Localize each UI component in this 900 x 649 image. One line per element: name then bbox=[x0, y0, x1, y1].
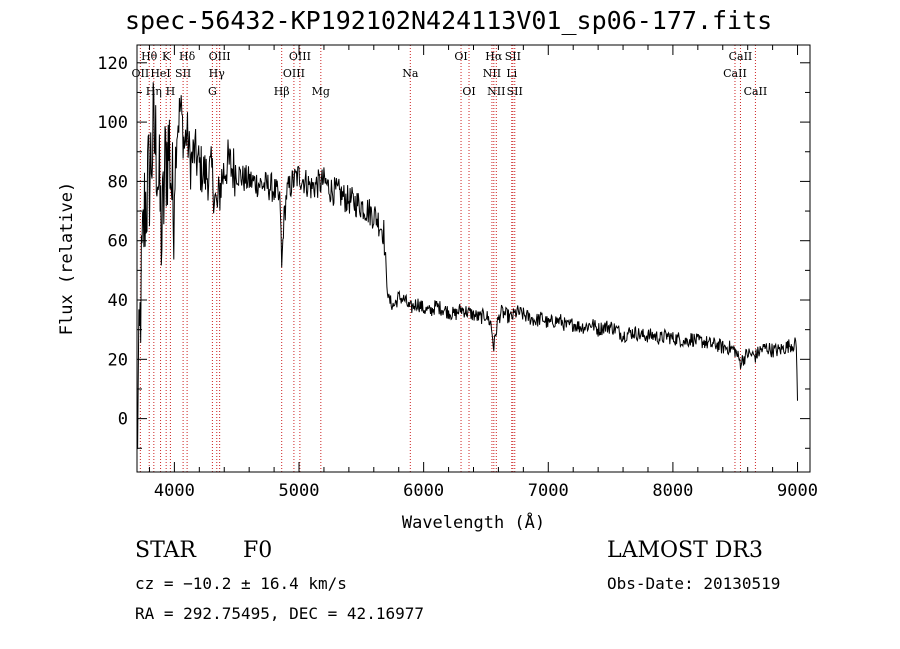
marker-label-10: OIII bbox=[209, 50, 231, 63]
object-type: STAR bbox=[135, 538, 196, 563]
marker-labels: OII Hθ Hη HeI K H SII Hδ G Hγ OIII Hβ OIII OIII Mg Na OI… bbox=[132, 50, 768, 98]
marker-label-18: NII bbox=[483, 67, 501, 80]
plot-frame bbox=[136, 44, 811, 473]
marker-label-8: G bbox=[208, 85, 217, 98]
marker-label-23: SII bbox=[507, 85, 523, 98]
ra-dec-coordinates: RA = 292.75495, DEC = 42.16977 bbox=[135, 604, 424, 623]
observation-date: Obs-Date: 20130519 bbox=[607, 574, 781, 593]
y-tick-label-6: 120 bbox=[97, 54, 128, 74]
x-tick-label-4: 8000 bbox=[652, 481, 693, 501]
marker-label-0: OII bbox=[132, 67, 150, 80]
redshift-cz: cz = −10.2 ± 16.4 km/s bbox=[135, 574, 347, 593]
y-tick-label-2: 40 bbox=[108, 291, 128, 311]
marker-label-26: CaII bbox=[744, 85, 768, 98]
x-tick-label-1: 5000 bbox=[279, 481, 320, 501]
y-tick-label-3: 60 bbox=[108, 232, 128, 252]
marker-label-3: HeI bbox=[150, 67, 170, 80]
x-tick-label-3: 7000 bbox=[528, 481, 569, 501]
marker-label-6: SII bbox=[175, 67, 191, 80]
marker-label-1: Hθ bbox=[141, 50, 158, 63]
y-tick-label-1: 20 bbox=[108, 350, 128, 370]
marker-label-11: Hβ bbox=[274, 85, 290, 98]
x-axis-label: Wavelength (Å) bbox=[402, 511, 545, 533]
line-markers bbox=[139, 45, 756, 472]
marker-label-16: OI bbox=[454, 50, 467, 63]
marker-label-25: CaII bbox=[729, 50, 753, 63]
survey-name: LAMOST DR3 bbox=[607, 538, 763, 563]
page-title: spec-56432-KP192102N424113V01_sp06-177.f… bbox=[125, 6, 773, 35]
marker-label-9: Hγ bbox=[209, 67, 226, 80]
marker-label-15: Na bbox=[402, 67, 419, 80]
spectrum-series-line bbox=[136, 82, 798, 450]
x-tick-label-0: 4000 bbox=[154, 481, 195, 501]
y-tick-label-5: 100 bbox=[97, 113, 128, 133]
marker-label-22: SII bbox=[505, 50, 521, 63]
marker-label-17: OI bbox=[462, 85, 475, 98]
marker-label-5: H bbox=[166, 85, 176, 98]
y-tick-label-0: 0 bbox=[118, 410, 128, 430]
spectral-class: F0 bbox=[243, 538, 273, 563]
y-axis-label: Flux (relative) bbox=[57, 182, 77, 336]
marker-label-24: CaII bbox=[723, 67, 747, 80]
marker-label-14: Mg bbox=[312, 85, 330, 98]
marker-label-13: OIII bbox=[289, 50, 311, 63]
marker-label-19: Hα bbox=[485, 50, 503, 63]
marker-label-12: OIII bbox=[283, 67, 305, 80]
x-tick-label-5: 9000 bbox=[777, 481, 818, 501]
x-tick-label-2: 6000 bbox=[403, 481, 444, 501]
marker-label-4: K bbox=[162, 50, 171, 63]
marker-label-21: Li bbox=[506, 67, 517, 80]
marker-label-20: NII bbox=[487, 85, 505, 98]
y-tick-label-4: 80 bbox=[108, 172, 128, 192]
marker-label-2: Hη bbox=[146, 85, 162, 98]
marker-label-7: Hδ bbox=[179, 50, 196, 63]
axis-ticks: 4000 5000 6000 7000 8000 9000 0 20 40 60 80 100 120 bbox=[97, 45, 818, 501]
